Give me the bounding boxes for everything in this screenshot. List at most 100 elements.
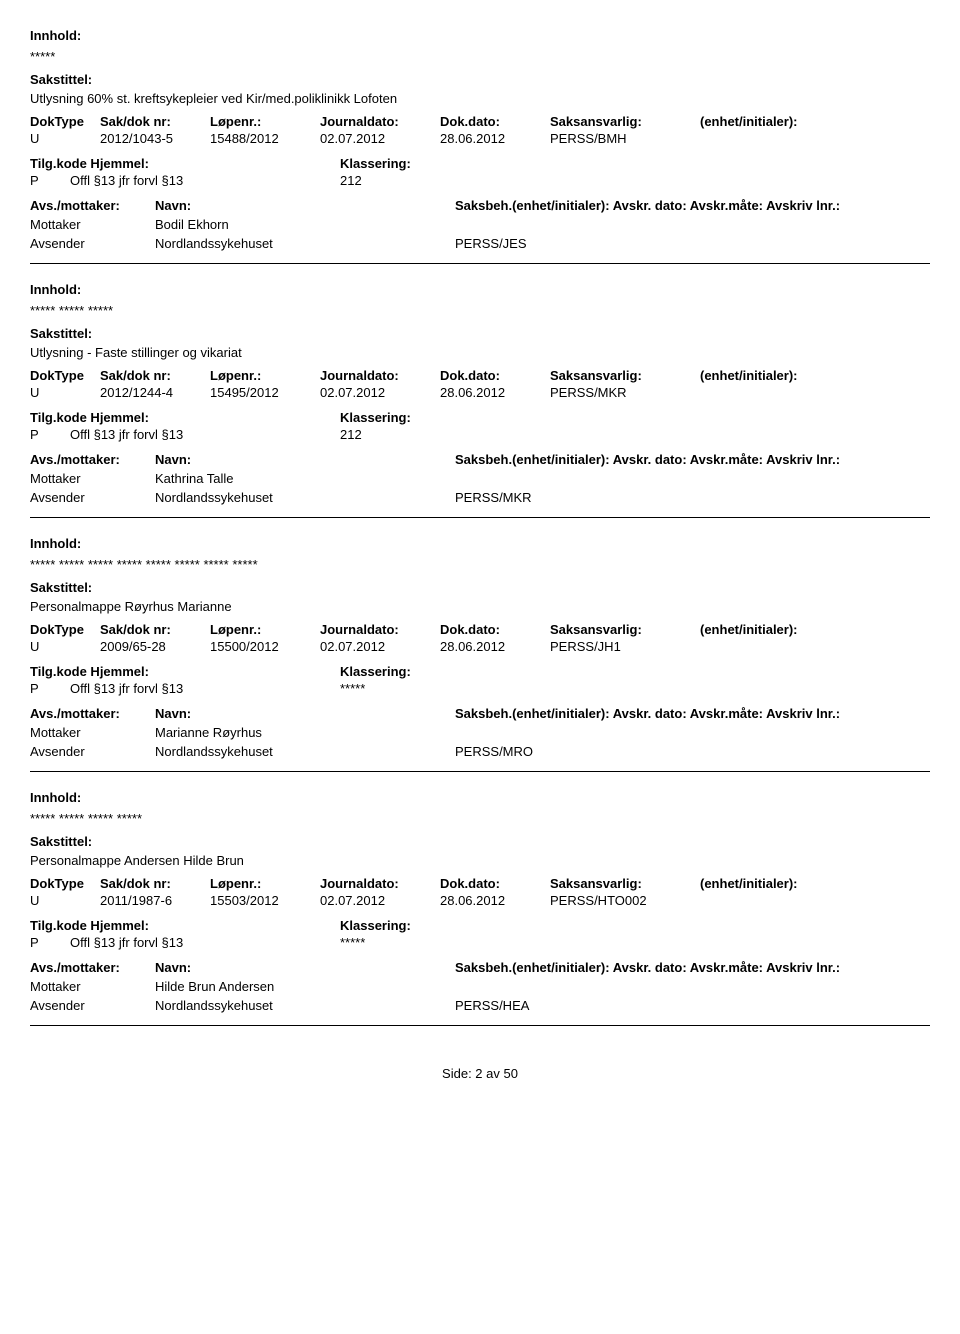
sakdok-value: 2009/65-28 <box>100 639 210 654</box>
dokdato-header: Dok.dato: <box>440 622 550 637</box>
klassering-value: ***** <box>340 935 930 950</box>
party-role: Avsender <box>30 998 155 1013</box>
lopenr-value: 15500/2012 <box>210 639 320 654</box>
sakdok-value: 2012/1244-4 <box>100 385 210 400</box>
record-header-row: DokTypeSak/dok nr:Løpenr.:Journaldato:Do… <box>30 114 930 129</box>
tilgkode-hjemmel-label: Tilg.kode Hjemmel: <box>30 156 340 171</box>
party-role: Avsender <box>30 744 155 759</box>
party-role: Mottaker <box>30 725 155 740</box>
journaldato-header: Journaldato: <box>320 368 440 383</box>
dokdato-header: Dok.dato: <box>440 876 550 891</box>
tilgkode-value: P <box>30 427 70 442</box>
lopenr-header: Løpenr.: <box>210 622 320 637</box>
doktype-value: U <box>30 131 100 146</box>
enhet-header: (enhet/initialer): <box>700 114 930 129</box>
doktype-value: U <box>30 639 100 654</box>
sakstittel-text: Utlysning 60% st. kreftsykepleier ved Ki… <box>30 91 930 106</box>
journaldato-header: Journaldato: <box>320 622 440 637</box>
party-name: Hilde Brun Andersen <box>155 979 455 994</box>
sakstittel-label: Sakstittel: <box>30 326 930 341</box>
innhold-label: Innhold: <box>30 790 930 805</box>
journal-record: Innhold:***** ***** ***** *****Sakstitte… <box>30 790 930 1026</box>
doktype-header: DokType <box>30 876 100 891</box>
party-unit <box>455 217 930 232</box>
saksansvarlig-value: PERSS/JH1 <box>550 639 700 654</box>
party-role: Mottaker <box>30 979 155 994</box>
dokdato-value: 28.06.2012 <box>440 385 550 400</box>
avsmottaker-header-row: Avs./mottaker:Navn:Saksbeh.(enhet/initia… <box>30 452 930 467</box>
hjemmel-value: Offl §13 jfr forvl §13 <box>70 681 340 696</box>
sakdok-header: Sak/dok nr: <box>100 622 210 637</box>
party-unit: PERSS/HEA <box>455 998 930 1013</box>
journal-record: Innhold:*****Sakstittel:Utlysning 60% st… <box>30 28 930 264</box>
avsmottaker-label: Avs./mottaker: <box>30 706 155 721</box>
klassering-value: ***** <box>340 681 930 696</box>
dokdato-header: Dok.dato: <box>440 368 550 383</box>
innhold-text: ***** ***** ***** ***** <box>30 811 930 826</box>
enhet-value <box>700 131 930 146</box>
hjemmel-data-row: POffl §13 jfr forvl §13***** <box>30 681 930 696</box>
sakstittel-text: Utlysning - Faste stillinger og vikariat <box>30 345 930 360</box>
journaldato-header: Journaldato: <box>320 114 440 129</box>
party-row: AvsenderNordlandssykehusetPERSS/JES <box>30 236 930 251</box>
doktype-header: DokType <box>30 368 100 383</box>
party-unit: PERSS/JES <box>455 236 930 251</box>
sakdok-header: Sak/dok nr: <box>100 114 210 129</box>
sakdok-value: 2011/1987-6 <box>100 893 210 908</box>
hjemmel-value: Offl §13 jfr forvl §13 <box>70 173 340 188</box>
tilgkode-value: P <box>30 935 70 950</box>
party-row: AvsenderNordlandssykehusetPERSS/MRO <box>30 744 930 759</box>
innhold-text: ***** ***** ***** ***** ***** ***** ****… <box>30 557 930 572</box>
party-role: Avsender <box>30 236 155 251</box>
saksbeh-label: Saksbeh.(enhet/initialer): Avskr. dato: … <box>455 198 930 213</box>
navn-label: Navn: <box>155 960 455 975</box>
sakdok-value: 2012/1043-5 <box>100 131 210 146</box>
klassering-value: 212 <box>340 173 930 188</box>
party-role: Avsender <box>30 490 155 505</box>
party-name: Marianne Røyrhus <box>155 725 455 740</box>
tilgkode-value: P <box>30 173 70 188</box>
party-name: Nordlandssykehuset <box>155 744 455 759</box>
enhet-header: (enhet/initialer): <box>700 622 930 637</box>
dokdato-value: 28.06.2012 <box>440 893 550 908</box>
navn-label: Navn: <box>155 452 455 467</box>
hjemmel-data-row: POffl §13 jfr forvl §13***** <box>30 935 930 950</box>
saksansvarlig-value: PERSS/HTO002 <box>550 893 700 908</box>
lopenr-header: Løpenr.: <box>210 876 320 891</box>
enhet-value <box>700 893 930 908</box>
record-header-row: DokTypeSak/dok nr:Løpenr.:Journaldato:Do… <box>30 368 930 383</box>
hjemmel-data-row: POffl §13 jfr forvl §13212 <box>30 173 930 188</box>
avsmottaker-label: Avs./mottaker: <box>30 960 155 975</box>
avsmottaker-label: Avs./mottaker: <box>30 452 155 467</box>
tilgkode-hjemmel-label: Tilg.kode Hjemmel: <box>30 410 340 425</box>
klassering-label: Klassering: <box>340 918 930 933</box>
innhold-text: ***** ***** ***** <box>30 303 930 318</box>
sakstittel-text: Personalmappe Røyrhus Marianne <box>30 599 930 614</box>
dokdato-value: 28.06.2012 <box>440 131 550 146</box>
klassering-label: Klassering: <box>340 664 930 679</box>
party-row: AvsenderNordlandssykehusetPERSS/HEA <box>30 998 930 1013</box>
saksbeh-label: Saksbeh.(enhet/initialer): Avskr. dato: … <box>455 960 930 975</box>
journaldato-header: Journaldato: <box>320 876 440 891</box>
saksbeh-label: Saksbeh.(enhet/initialer): Avskr. dato: … <box>455 452 930 467</box>
party-row: AvsenderNordlandssykehusetPERSS/MKR <box>30 490 930 505</box>
record-header-row: DokTypeSak/dok nr:Løpenr.:Journaldato:Do… <box>30 622 930 637</box>
hjemmel-value: Offl §13 jfr forvl §13 <box>70 427 340 442</box>
klassering-label: Klassering: <box>340 156 930 171</box>
journaldato-value: 02.07.2012 <box>320 131 440 146</box>
lopenr-value: 15488/2012 <box>210 131 320 146</box>
record-data-row: U2011/1987-615503/201202.07.201228.06.20… <box>30 893 930 908</box>
journal-record: Innhold:***** ***** *****Sakstittel:Utly… <box>30 282 930 518</box>
sakdok-header: Sak/dok nr: <box>100 368 210 383</box>
party-unit <box>455 471 930 486</box>
saksansvarlig-value: PERSS/MKR <box>550 385 700 400</box>
enhet-value <box>700 639 930 654</box>
sakdok-header: Sak/dok nr: <box>100 876 210 891</box>
tilgkode-header-row: Tilg.kode Hjemmel:Klassering: <box>30 156 930 171</box>
enhet-value <box>700 385 930 400</box>
saksansvarlig-header: Saksansvarlig: <box>550 622 700 637</box>
lopenr-header: Løpenr.: <box>210 114 320 129</box>
record-data-row: U2009/65-2815500/201202.07.201228.06.201… <box>30 639 930 654</box>
tilgkode-hjemmel-label: Tilg.kode Hjemmel: <box>30 664 340 679</box>
avsmottaker-header-row: Avs./mottaker:Navn:Saksbeh.(enhet/initia… <box>30 960 930 975</box>
